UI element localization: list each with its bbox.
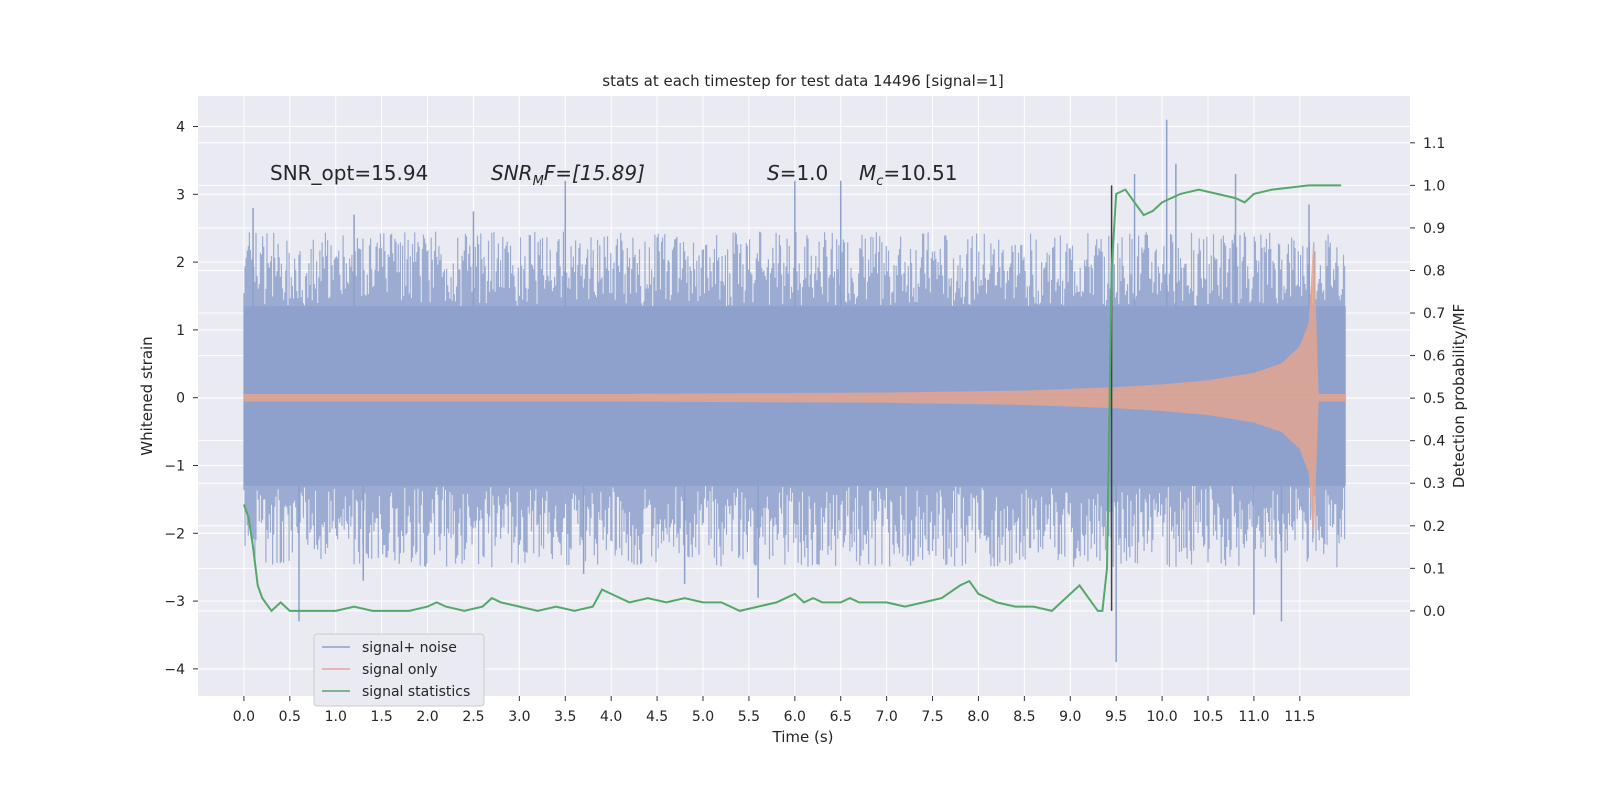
y2-tick-label: 0.5: [1423, 391, 1445, 407]
y-tick-label: 0: [176, 391, 185, 407]
y-tick-label: −2: [164, 526, 185, 542]
y2-axis-label: Detection probability/MF: [1450, 304, 1468, 488]
y2-tick-label: 0.6: [1423, 349, 1445, 365]
annotation-snr-opt: SNR_opt=15.94: [270, 161, 428, 185]
x-tick-label: 5.0: [692, 709, 714, 725]
x-tick-label: 1.0: [325, 709, 347, 725]
y2-tick-label: 0.2: [1423, 519, 1445, 535]
x-tick-label: 11.0: [1238, 709, 1269, 725]
x-tick-label: 3.5: [554, 709, 576, 725]
y2-tick-label: 0.0: [1423, 604, 1445, 620]
y2-tick-label: 0.3: [1423, 476, 1445, 492]
x-tick-label: 9.0: [1059, 709, 1081, 725]
y-tick-label: 2: [176, 255, 185, 271]
legend-entry-signal-noise: signal+ noise: [362, 640, 457, 656]
legend: signal+ noise signal only signal statist…: [314, 634, 484, 706]
legend-entry-signal-only: signal only: [362, 662, 437, 678]
y-axis-label: Whitened strain: [138, 336, 156, 455]
x-tick-label: 0.0: [233, 709, 255, 725]
x-tick-label: 11.5: [1284, 709, 1315, 725]
chart-title: stats at each timestep for test data 144…: [602, 72, 1003, 90]
y2-tick-label: 0.1: [1423, 561, 1445, 577]
y-tick-label: 4: [176, 120, 185, 136]
x-tick-label: 3.0: [508, 709, 530, 725]
x-tick-label: 7.0: [876, 709, 898, 725]
annotation-s: S=1.0: [767, 161, 828, 185]
annotation-mc-sub: c: [876, 174, 883, 189]
annotation-snr-mf-sub: M: [533, 174, 544, 189]
annotation-snr-mf-tail: F=[15.89]: [544, 161, 645, 185]
x-tick-label: 8.5: [1013, 709, 1035, 725]
x-tick-label: 10.5: [1192, 709, 1223, 725]
annotation-snr-mf: SNRMF=[15.89]: [491, 161, 645, 189]
annotation-s-main: S: [767, 161, 780, 185]
x-tick-label: 0.5: [279, 709, 301, 725]
x-tick-label: 5.5: [738, 709, 760, 725]
y-tick-label: −3: [164, 594, 185, 610]
x-tick-label: 4.5: [646, 709, 668, 725]
y2-tick-label: 1.1: [1423, 136, 1445, 152]
y2-tick-label: 0.4: [1423, 434, 1445, 450]
x-tick-label: 9.5: [1105, 709, 1127, 725]
x-tick-label: 7.5: [921, 709, 943, 725]
y-tick-label: −4: [164, 662, 185, 678]
x-axis-label: Time (s): [772, 728, 834, 746]
x-tick-label: 8.0: [967, 709, 989, 725]
annotation-mc: Mc=10.51: [859, 161, 957, 189]
x-tick-label: 2.5: [462, 709, 484, 725]
legend-entry-signal-statistics: signal statistics: [362, 684, 470, 700]
x-tick-label: 10.0: [1147, 709, 1178, 725]
x-tick-label: 6.5: [830, 709, 852, 725]
y-tick-label: 1: [176, 323, 185, 339]
annotation-mc-main: M: [859, 161, 876, 185]
y2-tick-label: 0.8: [1423, 263, 1445, 279]
x-tick-label: 1.5: [371, 709, 393, 725]
y-tick-label: 3: [176, 187, 185, 203]
y2-tick-label: 0.7: [1423, 306, 1445, 322]
y-tick-label: −1: [164, 458, 185, 474]
y2-tick-label: 1.0: [1423, 178, 1445, 194]
annotation-snr-mf-main: SNR: [491, 161, 533, 185]
annotation-mc-tail: =10.51: [883, 161, 957, 185]
annotation-s-tail: =1.0: [780, 161, 829, 185]
y2-tick-label: 0.9: [1423, 221, 1445, 237]
x-tick-label: 4.0: [600, 709, 622, 725]
x-tick-label: 6.0: [784, 709, 806, 725]
x-tick-label: 2.0: [416, 709, 438, 725]
